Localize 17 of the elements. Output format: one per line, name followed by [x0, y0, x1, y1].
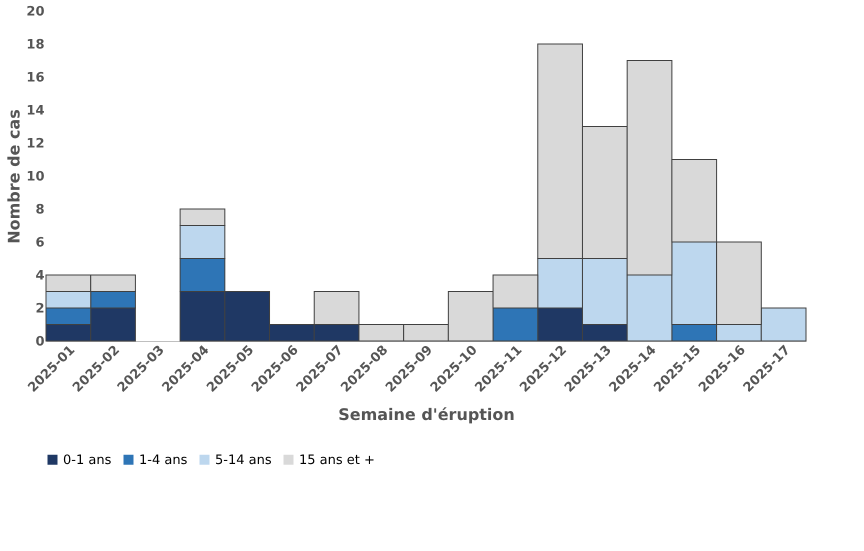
- legend-label: 5-14 ans: [215, 452, 272, 468]
- y-axis-title: Nombre de cas: [4, 109, 24, 244]
- y-tick-label: 12: [26, 136, 44, 152]
- y-tick-label: 16: [26, 70, 44, 86]
- y-tick-label: 20: [26, 4, 44, 20]
- y-tick-label: 14: [26, 104, 44, 118]
- legend-label: 1-4 ans: [139, 452, 188, 468]
- y-tick-label: 10: [26, 170, 44, 184]
- x-axis-title: Semaine d'éruption: [338, 404, 515, 424]
- y-tick-label: 8: [35, 202, 44, 218]
- legend-label: 0-1 ans: [63, 452, 112, 468]
- y-tick-label: 0: [35, 334, 44, 350]
- legend-label: 15 ans et +: [299, 452, 375, 468]
- y-tick-label: 2: [35, 302, 44, 316]
- y-tick-label: 4: [35, 268, 44, 284]
- y-tick-label: 18: [26, 38, 44, 52]
- y-tick-label: 6: [35, 236, 44, 250]
